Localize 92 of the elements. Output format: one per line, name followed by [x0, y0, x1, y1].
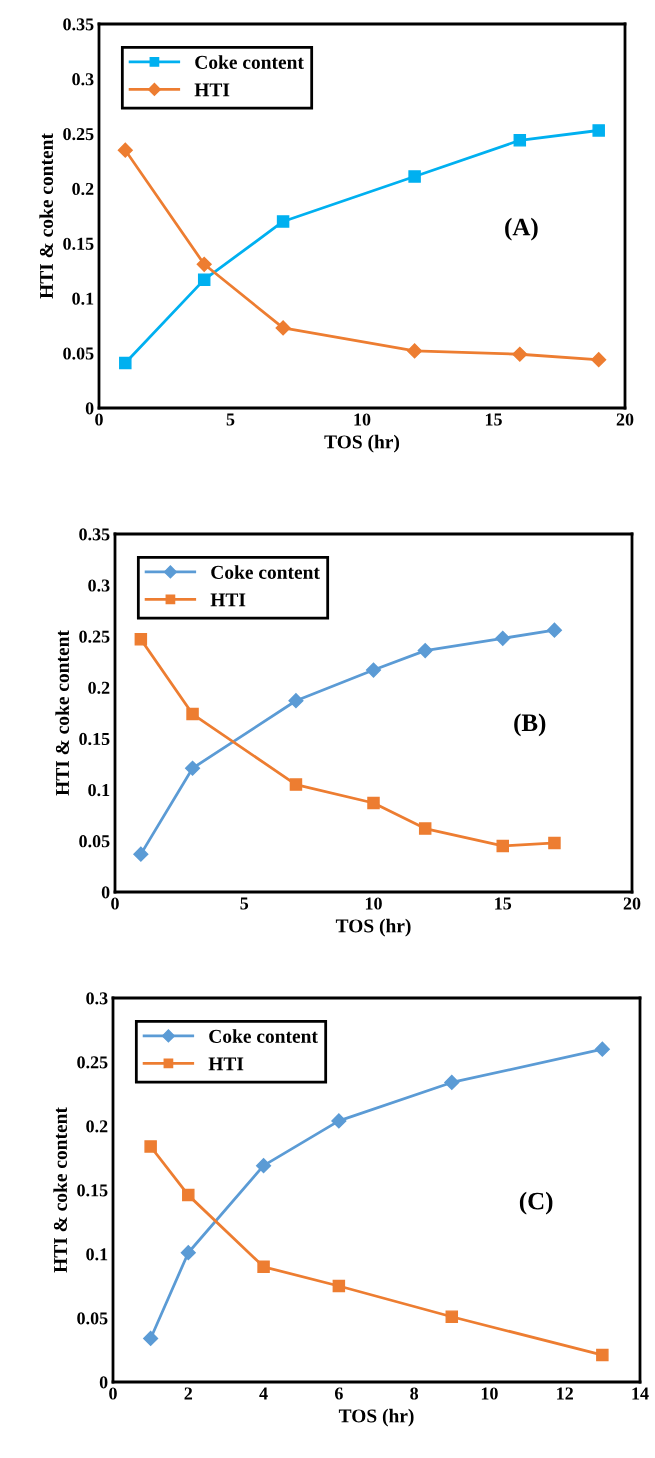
point [119, 356, 132, 370]
point [496, 839, 510, 853]
point [117, 142, 133, 158]
legend-label: Coke content [211, 565, 320, 579]
y-tick-label: 0.2 [86, 1120, 108, 1133]
point [512, 346, 528, 362]
point [275, 320, 291, 336]
y-tick-label: 0.3 [88, 579, 110, 592]
point [197, 273, 211, 286]
point [144, 1140, 157, 1153]
legend-label: Coke content [195, 55, 304, 69]
y-tick-label: 0.25 [79, 630, 110, 643]
point [331, 1113, 347, 1129]
point [182, 1188, 195, 1202]
point [408, 170, 421, 183]
point [417, 643, 433, 659]
legend-label: HTI [210, 593, 246, 607]
y-tick-label: 0.35 [63, 18, 94, 31]
x-axis-title: TOS (hr) [338, 1408, 414, 1427]
point [548, 836, 561, 850]
x-tick-label: 5 [240, 897, 249, 910]
point [365, 662, 382, 678]
point [186, 707, 199, 721]
point [332, 1279, 346, 1293]
point [513, 134, 527, 147]
point [444, 1074, 460, 1091]
y-tick-label: 0.15 [63, 237, 94, 250]
x-tick-label: 12 [557, 1387, 573, 1400]
y-tick-label: 0 [85, 402, 94, 415]
y-tick-label: 0 [101, 886, 110, 899]
y-tick-label: 0.05 [77, 1312, 108, 1325]
x-tick-label: 20 [623, 897, 641, 910]
x-tick-label: 4 [259, 1387, 268, 1400]
x-axis-title: TOS (hr) [324, 434, 400, 453]
y-tick-label: 0.25 [63, 127, 94, 141]
point [184, 760, 201, 776]
point [596, 1348, 609, 1362]
y-tick-label: 0.1 [72, 292, 94, 305]
y-tick-label: 0.3 [86, 992, 108, 1005]
point [196, 256, 212, 272]
point [418, 822, 432, 835]
y-tick-label: 0.3 [72, 73, 94, 86]
y-tick-label: 0.2 [88, 681, 110, 694]
point [495, 630, 511, 646]
point [134, 633, 148, 646]
point [276, 215, 290, 228]
y-tick-label: 0.1 [88, 783, 110, 797]
point [257, 1260, 270, 1274]
y-tick-label: 0 [99, 1376, 108, 1389]
x-tick-label: 8 [410, 1387, 419, 1400]
y-tick-label: 0.05 [79, 835, 110, 848]
x-tick-label: 6 [334, 1387, 343, 1400]
point [288, 693, 304, 709]
legend-label: HTI [208, 1057, 244, 1071]
point [133, 846, 149, 862]
point [592, 124, 605, 137]
x-tick-label: 10 [481, 1387, 498, 1400]
y-tick-label: 0.1 [86, 1248, 108, 1261]
x-tick-label: 10 [354, 413, 371, 426]
annotation: (B) [514, 713, 546, 737]
x-tick-label: 0 [111, 897, 119, 910]
x-tick-label: 10 [365, 897, 382, 910]
point [594, 1041, 610, 1057]
y-tick-label: 0.15 [77, 1184, 108, 1197]
point [256, 1158, 272, 1174]
y-tick-label: 0.25 [77, 1056, 108, 1069]
y-tick-label: 0.2 [72, 182, 94, 196]
annotation: (C) [519, 1191, 553, 1215]
point [546, 622, 563, 638]
y-tick-label: 0.05 [63, 347, 94, 360]
point [445, 1310, 459, 1323]
x-tick-label: 2 [184, 1387, 193, 1400]
y-axis-title: HTI & coke content [39, 133, 54, 299]
x-axis-title: TOS (hr) [335, 918, 411, 937]
x-tick-label: 15 [485, 413, 502, 426]
point [143, 1330, 159, 1347]
legend-label: Coke content [209, 1029, 318, 1043]
x-tick-label: 14 [632, 1387, 649, 1400]
y-axis-title: HTI & coke content [53, 1107, 68, 1273]
x-tick-label: 20 [616, 413, 634, 426]
annotation: (A) [505, 217, 538, 241]
point [407, 343, 423, 359]
legend-label: HTI [194, 83, 230, 97]
x-tick-label: 15 [495, 897, 512, 910]
point [591, 352, 607, 368]
x-tick-label: 5 [226, 413, 235, 426]
y-axis-title: HTI & coke content [55, 630, 70, 796]
point [367, 796, 380, 810]
point [180, 1245, 196, 1261]
y-tick-label: 0.35 [79, 528, 110, 541]
point [289, 778, 303, 791]
y-tick-label: 0.15 [79, 732, 110, 746]
